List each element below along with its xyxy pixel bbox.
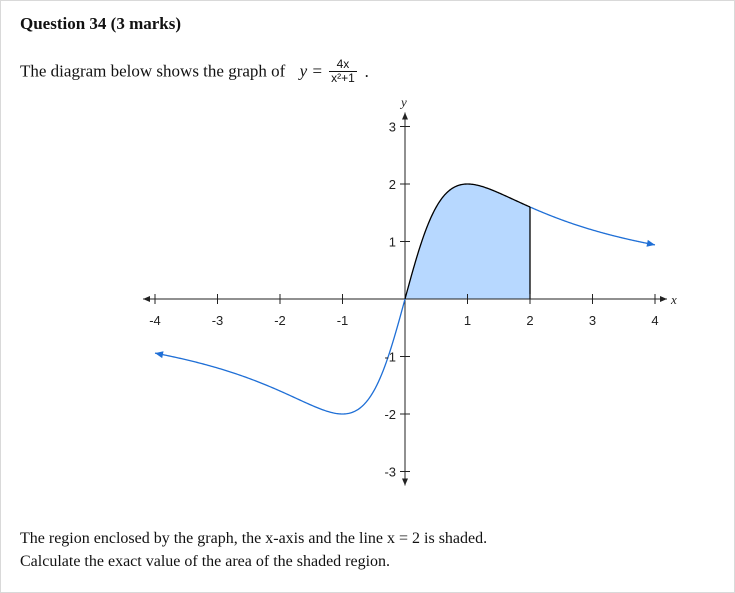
curve-shaded-branch [404, 183, 531, 300]
curve-left-branch [154, 298, 406, 415]
y-tick-label: 1 [389, 235, 396, 250]
x-tick-label: -1 [337, 313, 349, 328]
x-tick-label: 3 [589, 313, 596, 328]
equation-denominator: x²+1 [331, 71, 355, 85]
y-tick-label: 2 [389, 177, 396, 192]
curve-arrow-left [155, 351, 164, 359]
equation-numerator: 4x [329, 58, 357, 72]
y-tick-label: -2 [384, 407, 396, 422]
x-axis-arrow-left [143, 296, 150, 302]
tick-marks: -4 -3 -2 -1 1 2 3 4 3 2 1 -1 -2 -3 [149, 120, 658, 480]
shaded-region [405, 184, 530, 299]
equation-end: . [365, 61, 370, 81]
x-tick-label: -2 [274, 313, 286, 328]
y-axis-label: y [399, 95, 407, 110]
x-tick-label: -4 [149, 313, 161, 328]
x-axis-label: x [670, 292, 677, 307]
y-tick-label: 3 [389, 120, 396, 135]
y-tick-label: -1 [384, 350, 396, 365]
x-tick-label: -3 [212, 313, 224, 328]
y-axis-arrow-down [402, 478, 408, 486]
question-footer: The region enclosed by the graph, the x-… [20, 527, 487, 573]
footer-line-1: The region enclosed by the graph, the x-… [20, 530, 488, 547]
x-axis-arrow-right [660, 296, 667, 302]
x-tick-label: 4 [651, 313, 658, 328]
footer-line-2: Calculate the exact value of the area of… [20, 553, 391, 570]
y-tick-label: -3 [384, 465, 396, 480]
question-title: Question 34 (3 marks) [20, 14, 182, 33]
x-tick-label: 1 [464, 313, 471, 328]
curve-right-branch [529, 206, 656, 246]
intro-text: The diagram below shows the graph of [20, 61, 286, 81]
y-axis-arrow-up [402, 112, 408, 120]
equation-lhs: y = [299, 61, 323, 81]
equation-fraction: 4x x²+1 [329, 58, 357, 85]
curve-arrow-right [646, 239, 655, 247]
question-intro: The diagram below shows the graph of y =… [20, 58, 369, 85]
x-tick-label: 2 [526, 313, 533, 328]
equation: y = 4x x²+1 . [300, 58, 370, 85]
